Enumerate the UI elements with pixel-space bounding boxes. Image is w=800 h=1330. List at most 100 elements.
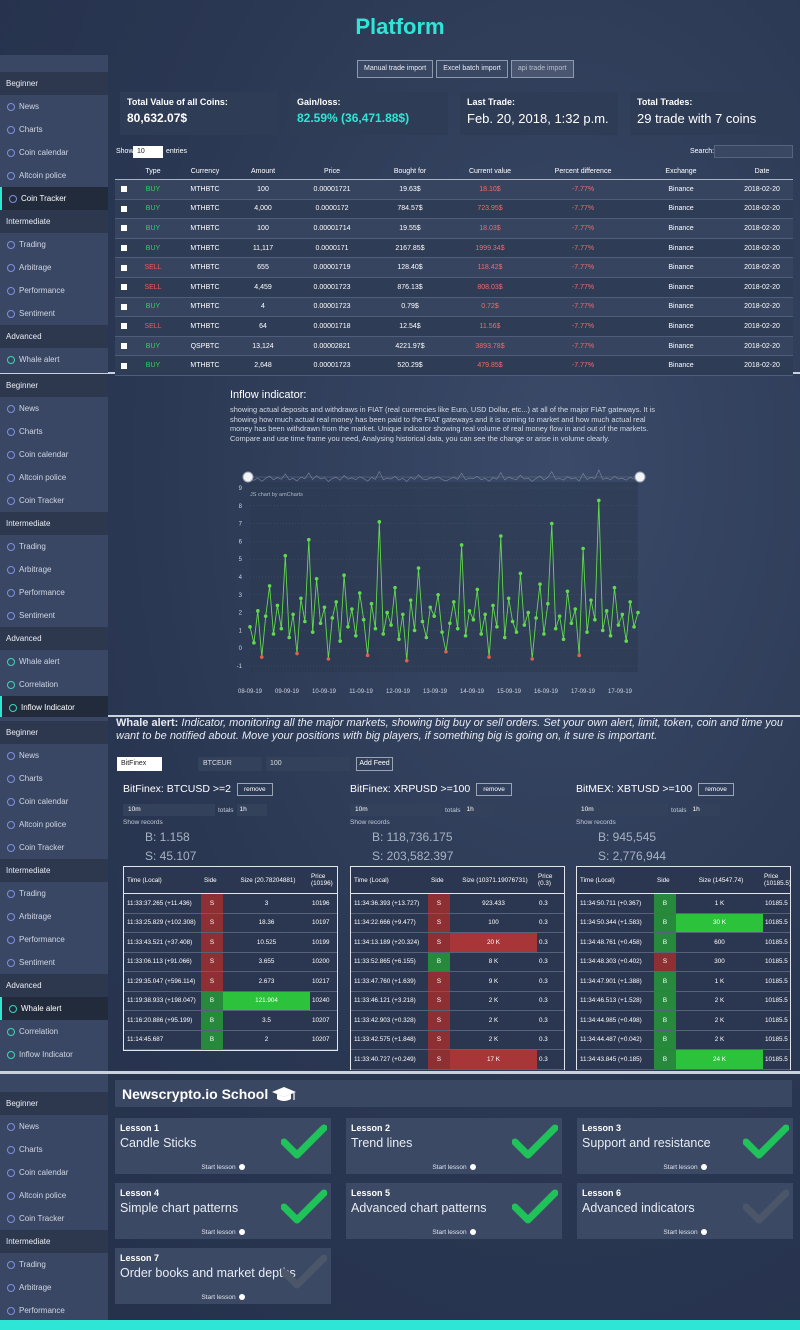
show-records[interactable]: Show records	[576, 819, 616, 826]
range-input[interactable]: 1h	[463, 804, 494, 816]
lesson-card[interactable]: Lesson 5 Advanced chart patterns Start les…	[346, 1183, 562, 1239]
sidebar-item[interactable]: Whale alert	[0, 650, 108, 673]
sidebar-item[interactable]: Arbitrage	[0, 1276, 108, 1299]
sidebar-item[interactable]: Arbitrage	[0, 558, 108, 581]
sidebar-item[interactable]: Arbitrage	[0, 905, 108, 928]
row-checkbox[interactable]	[115, 362, 133, 369]
table-cell: MTHBTC	[190, 322, 220, 330]
sidebar-item[interactable]: Coin calendar	[0, 443, 108, 466]
panel-title: BitFinex: XRPUSD >=100	[350, 783, 471, 795]
lesson-card[interactable]: Lesson 1 Candle Sticks Start lesson	[115, 1118, 331, 1174]
show-records[interactable]: Show records	[123, 819, 163, 826]
interval-input[interactable]: 10m	[350, 804, 442, 816]
add-feed-button[interactable]: Add Feed	[356, 757, 393, 771]
range-input[interactable]: 1h	[689, 804, 720, 816]
interval-input[interactable]: 10m	[576, 804, 668, 816]
start-lesson[interactable]: Start lesson	[577, 1164, 793, 1171]
row-checkbox[interactable]	[115, 245, 133, 252]
row-checkbox[interactable]	[115, 205, 133, 212]
exchange-select[interactable]: BitFinex	[117, 757, 162, 771]
start-lesson[interactable]: Start lesson	[115, 1294, 331, 1301]
sidebar-item[interactable]: Charts	[0, 767, 108, 790]
sidebar-item[interactable]: Trading	[0, 233, 108, 256]
interval-input[interactable]: 10m	[123, 804, 215, 816]
lesson-card[interactable]: Lesson 7 Order books and market depths Sta…	[115, 1248, 331, 1304]
sidebar-item[interactable]: Coin Tracker	[0, 489, 108, 512]
sidebar-item[interactable]: Trading	[0, 882, 108, 905]
sidebar-item[interactable]: Sentiment	[0, 302, 108, 325]
lesson-card[interactable]: Lesson 6 Advanced indicators Start lesson	[577, 1183, 793, 1239]
pair-input[interactable]: BTCEUR	[198, 757, 262, 771]
x-tick-label: 10-09-19	[312, 689, 337, 695]
table-cell: 64	[259, 322, 267, 330]
sidebar-item[interactable]: Arbitrage	[0, 256, 108, 279]
start-lesson[interactable]: Start lesson	[115, 1164, 331, 1171]
sidebar-item[interactable]: Altcoin police	[0, 1184, 108, 1207]
search-input[interactable]	[714, 145, 793, 158]
sidebar-item[interactable]: Performance	[0, 581, 108, 604]
sidebar-item[interactable]: Coin Tracker	[0, 187, 108, 210]
start-lesson[interactable]: Start lesson	[577, 1229, 793, 1236]
row-checkbox[interactable]	[115, 303, 133, 310]
sidebar-item[interactable]: Sentiment	[0, 951, 108, 974]
entries-select[interactable]: 10	[133, 146, 163, 158]
import-button[interactable]: Excel batch import	[436, 60, 508, 78]
sidebar-item[interactable]: Altcoin police	[0, 466, 108, 489]
y-tick-label: 3	[239, 593, 243, 599]
sidebar-item[interactable]: News	[0, 95, 108, 118]
sidebar-item[interactable]: Charts	[0, 118, 108, 141]
start-lesson[interactable]: Start lesson	[346, 1164, 562, 1171]
remove-button[interactable]: remove	[698, 782, 734, 796]
sidebar-item[interactable]: Trading	[0, 535, 108, 558]
row-checkbox[interactable]	[115, 225, 133, 232]
remove-button[interactable]: remove	[236, 782, 273, 796]
import-button[interactable]: Manual trade import	[357, 60, 434, 78]
sidebar-item[interactable]: Correlation	[0, 673, 108, 696]
sidebar-item[interactable]: Coin calendar	[0, 141, 108, 164]
sidebar-item[interactable]: Coin Tracker	[0, 836, 108, 859]
show-records[interactable]: Show records	[350, 819, 390, 826]
sidebar-item[interactable]: News	[0, 397, 108, 420]
row-checkbox[interactable]	[115, 186, 133, 193]
trade-size: 2.673	[258, 977, 275, 985]
x-tick-label: 15-09-19	[497, 689, 522, 695]
sidebar-item[interactable]: Coin calendar	[0, 790, 108, 813]
table-cell: 0.00001719	[313, 264, 351, 272]
row-checkbox[interactable]	[115, 343, 133, 350]
sidebar-item[interactable]: News	[0, 1115, 108, 1138]
sidebar-item[interactable]: Whale alert	[0, 348, 108, 371]
lesson-card[interactable]: Lesson 3 Support and resistance Start less…	[577, 1118, 793, 1174]
table-cell: Binance	[668, 185, 694, 193]
sidebar-item[interactable]: Performance	[0, 279, 108, 302]
import-button[interactable]: api trade import	[510, 60, 574, 78]
lesson-card[interactable]: Lesson 4 Simple chart patterns Start lesso…	[115, 1183, 331, 1239]
lesson-card[interactable]: Lesson 2 Trend lines Start lesson	[346, 1118, 562, 1174]
sidebar-item[interactable]: Inflow Indicator	[0, 1043, 108, 1066]
range-input[interactable]: 1h	[236, 804, 267, 816]
sidebar-item[interactable]: Sentiment	[0, 604, 108, 627]
sidebar-item[interactable]: Coin calendar	[0, 1161, 108, 1184]
whale-table: Time (Local) Side Size (20.78204881) Price …	[123, 866, 338, 1051]
row-checkbox[interactable]	[115, 264, 133, 271]
sidebar-item[interactable]: Coin Tracker	[0, 1207, 108, 1230]
sidebar-item[interactable]: Performance	[0, 928, 108, 951]
sidebar-item[interactable]: Charts	[0, 1138, 108, 1161]
sidebar-item[interactable]: Altcoin police	[0, 164, 108, 187]
start-lesson[interactable]: Start lesson	[346, 1229, 562, 1236]
trade-side: S	[428, 991, 450, 1010]
sidebar-item[interactable]: Performance	[0, 1299, 108, 1322]
sidebar-item[interactable]: Whale alert	[0, 997, 108, 1020]
sidebar-item[interactable]: Altcoin police	[0, 813, 108, 836]
start-lesson[interactable]: Start lesson	[115, 1229, 331, 1236]
amount-input[interactable]: 100	[266, 757, 350, 771]
totals-label: totals	[445, 806, 461, 814]
sidebar-item[interactable]: Correlation	[0, 1020, 108, 1043]
row-checkbox[interactable]	[115, 284, 133, 291]
sidebar-item[interactable]: Trading	[0, 1253, 108, 1276]
sidebar-item[interactable]: News	[0, 744, 108, 767]
stat-label: Last Trade:	[467, 97, 516, 107]
sidebar-item[interactable]: Charts	[0, 420, 108, 443]
sidebar-item[interactable]: Inflow Indicator	[0, 696, 108, 719]
row-checkbox[interactable]	[115, 323, 133, 330]
remove-button[interactable]: remove	[476, 782, 512, 796]
